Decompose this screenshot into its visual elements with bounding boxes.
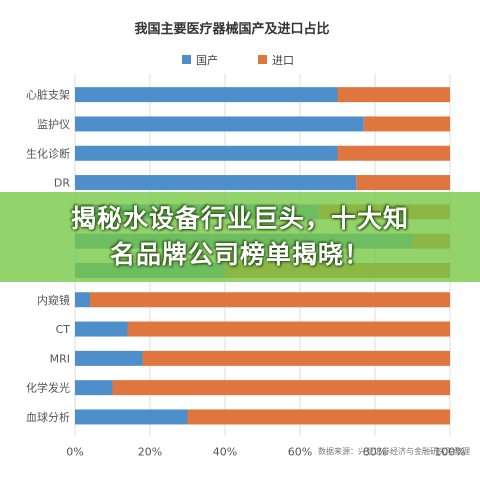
source-note: 数据来源：兴业证券经济与金融研究院整理	[318, 446, 470, 456]
bar	[75, 321, 128, 337]
y-tick-label: CT	[56, 323, 71, 336]
y-tick-label: 心脏支架	[26, 89, 70, 102]
bar	[90, 292, 450, 308]
bar	[112, 380, 450, 396]
y-tick-label: 内窥镜	[37, 293, 70, 307]
bar	[75, 350, 143, 366]
bar	[75, 409, 188, 425]
y-tick-label: 监护仪	[37, 117, 70, 131]
headline-banner: 揭秘水设备行业巨头，十大知 名品牌公司榜单揭晓！	[0, 192, 480, 282]
legend-swatch	[258, 55, 267, 64]
bar	[75, 87, 338, 103]
bar	[337, 145, 450, 161]
x-axis-labels: 0% 20% 40% 60% 80% 100%	[66, 446, 465, 459]
legend: 国产 进口	[182, 53, 294, 67]
bar	[75, 292, 90, 308]
bar	[337, 87, 450, 103]
y-tick-label: 生化诊断	[26, 146, 70, 160]
chart-title: 我国主要医疗器械国产及进口占比	[134, 21, 329, 37]
bar	[363, 116, 450, 132]
y-tick-label: 化学发光	[26, 381, 70, 395]
headline-line-1: 揭秘水设备行业巨头，十大知	[70, 204, 409, 233]
x-tick-label: 40%	[213, 446, 237, 459]
x-tick-label: 20%	[138, 446, 162, 459]
legend-label: 进口	[272, 54, 294, 67]
bar	[142, 350, 450, 366]
bar	[75, 145, 338, 161]
x-tick-label: 0%	[66, 446, 83, 459]
x-tick-label: 100%	[434, 446, 465, 459]
x-tick-label: 80%	[363, 446, 387, 459]
y-tick-label: 血球分析	[26, 410, 70, 424]
bar	[356, 175, 450, 191]
x-tick-label: 60%	[288, 446, 312, 459]
bar	[187, 409, 450, 425]
bar	[75, 175, 357, 191]
headline-line-2: 名品牌公司榜单揭晓！	[109, 240, 370, 269]
y-tick-label: MRI	[50, 352, 70, 365]
bar	[127, 321, 450, 337]
legend-label: 国产	[196, 53, 218, 67]
y-tick-label: DR	[54, 177, 70, 190]
bar	[75, 380, 113, 396]
legend-swatch	[182, 55, 191, 64]
bar	[75, 116, 364, 132]
